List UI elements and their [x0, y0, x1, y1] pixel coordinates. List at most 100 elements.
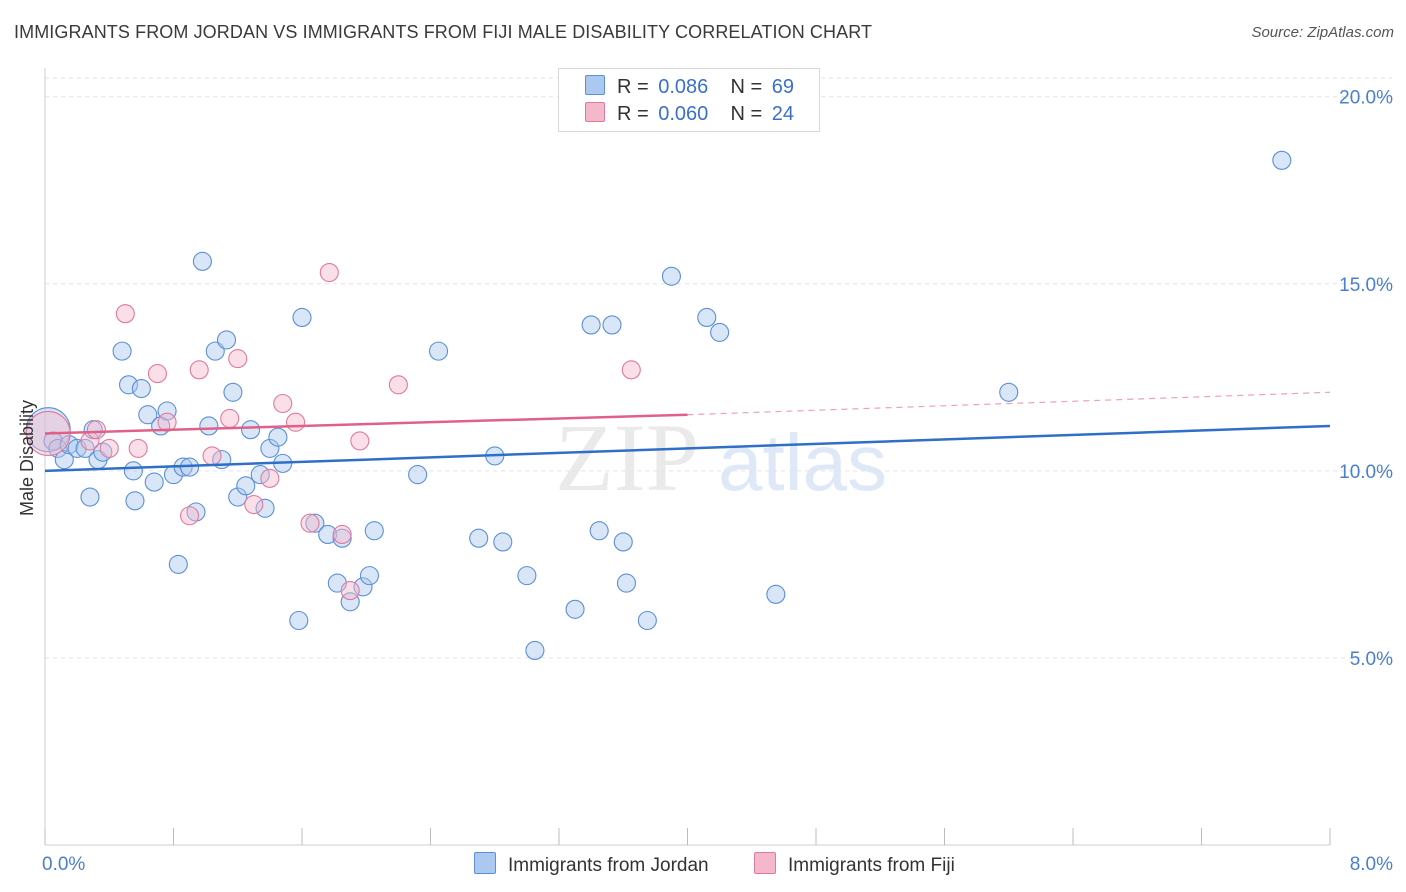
jordan-point — [118, 375, 139, 395]
jordan-point — [236, 476, 256, 496]
y-tick-label: 5.0% — [1350, 649, 1393, 670]
jordan-point — [255, 498, 275, 518]
jordan-point — [186, 502, 206, 522]
jordan-point — [289, 610, 309, 631]
legend-n-label: N = — [730, 103, 763, 125]
jordan-point — [250, 465, 270, 485]
jordan-point — [112, 341, 132, 361]
jordan-point — [1272, 150, 1292, 170]
jordan-point — [241, 420, 261, 440]
jordan-point — [340, 592, 360, 612]
y-tick-label: 20.0% — [1339, 88, 1393, 109]
jordan-point — [144, 472, 164, 492]
legend-r-label: R = — [617, 76, 649, 98]
jordan-point — [157, 401, 177, 421]
y-axis-label: Male Disability — [17, 400, 37, 516]
jordan-point — [637, 610, 657, 631]
y-tick-label: 15.0% — [1339, 275, 1393, 296]
jordan-point — [223, 382, 243, 402]
fiji-legend-label: Immigrants from Fiji — [788, 855, 955, 876]
jordan-point — [469, 528, 489, 548]
fiji-point — [332, 524, 352, 545]
trend-lines — [44, 391, 1331, 473]
fiji-point — [350, 431, 370, 451]
jordan-legend-swatch — [474, 852, 496, 874]
jordan-point — [80, 487, 100, 507]
jordan-point — [318, 524, 338, 545]
jordan-n-value: 69 — [771, 76, 795, 98]
jordan-point — [268, 427, 288, 447]
fiji-point — [300, 513, 320, 533]
fiji-point — [220, 408, 240, 429]
jordan-point — [359, 566, 380, 586]
fiji-trend-extension — [687, 391, 1331, 416]
fiji-point — [286, 412, 306, 432]
legend-row-jordan: R = 0.086 N = 69 — [585, 75, 794, 99]
fiji-point — [86, 420, 106, 440]
jordan-point — [364, 521, 384, 541]
jordan-point — [168, 554, 188, 574]
legend-item-jordan[interactable]: Immigrants from Jordan — [474, 852, 709, 877]
fiji-point — [340, 581, 360, 601]
jordan-point — [93, 442, 113, 462]
jordan-point — [999, 382, 1019, 402]
fiji-point — [273, 393, 293, 414]
jordan-point — [292, 307, 312, 328]
jordan-trend-line — [44, 424, 1331, 473]
fiji-point — [260, 468, 280, 488]
jordan-point — [54, 450, 74, 470]
jordan-point — [565, 599, 585, 619]
jordan-point — [581, 315, 601, 335]
watermark-atlas: atlas — [718, 418, 887, 507]
jordan-point — [48, 438, 68, 458]
chart-title: IMMIGRANTS FROM JORDAN VS IMMIGRANTS FRO… — [14, 22, 873, 42]
watermark-zip: ZIP — [555, 404, 699, 511]
legend-n-label: N = — [730, 76, 763, 98]
jordan-point — [661, 266, 681, 286]
correlation-legend: R = 0.086 N = 69 R = 0.060 N = 24 — [558, 68, 820, 132]
series-fiji — [25, 263, 641, 601]
jordan-point — [525, 640, 545, 660]
jordan-legend-label: Immigrants from Jordan — [508, 855, 709, 876]
jordan-point — [602, 315, 622, 335]
x-tick-label: 0.0% — [42, 854, 85, 875]
fiji-point — [189, 360, 209, 380]
legend-row-fiji: R = 0.060 N = 24 — [585, 102, 794, 126]
legend-item-fiji[interactable]: Immigrants from Fiji — [754, 852, 955, 877]
jordan-point — [353, 577, 373, 597]
x-tick-label: 8.0% — [1350, 854, 1393, 875]
tick-labels: 5.0% 10.0% 15.0% 20.0% 0.0% 8.0% — [42, 88, 1393, 875]
fiji-n-value: 24 — [771, 103, 795, 125]
axes — [44, 68, 1331, 846]
jordan-point — [766, 584, 786, 604]
jordan-point — [613, 532, 633, 552]
source-credit: Source: ZipAtlas.com — [1251, 24, 1394, 41]
fiji-point — [244, 494, 264, 515]
jordan-r-value: 0.086 — [658, 76, 709, 98]
jordan-point — [428, 341, 449, 361]
jordan-point — [228, 487, 248, 507]
jordan-point — [517, 566, 537, 586]
jordan-point — [138, 405, 158, 425]
jordan-swatch — [585, 75, 605, 95]
grid — [45, 77, 1392, 659]
fiji-point — [157, 412, 177, 432]
jordan-point — [589, 521, 609, 541]
legend-r-label: R = — [617, 103, 649, 125]
fiji-point — [202, 446, 222, 466]
fiji-point — [128, 438, 148, 458]
fiji-point — [115, 304, 135, 324]
y-tick-label: 10.0% — [1339, 462, 1393, 483]
jordan-point — [408, 465, 428, 485]
fiji-point — [228, 349, 248, 369]
jordan-point — [260, 438, 280, 458]
fiji-point — [388, 375, 408, 395]
fiji-swatch — [585, 102, 605, 122]
fiji-trend-line — [44, 413, 688, 435]
jordan-point — [697, 307, 717, 328]
fiji-legend-swatch — [754, 852, 776, 874]
jordan-point — [125, 491, 145, 511]
fiji-point — [319, 263, 339, 283]
jordan-point — [616, 573, 637, 593]
